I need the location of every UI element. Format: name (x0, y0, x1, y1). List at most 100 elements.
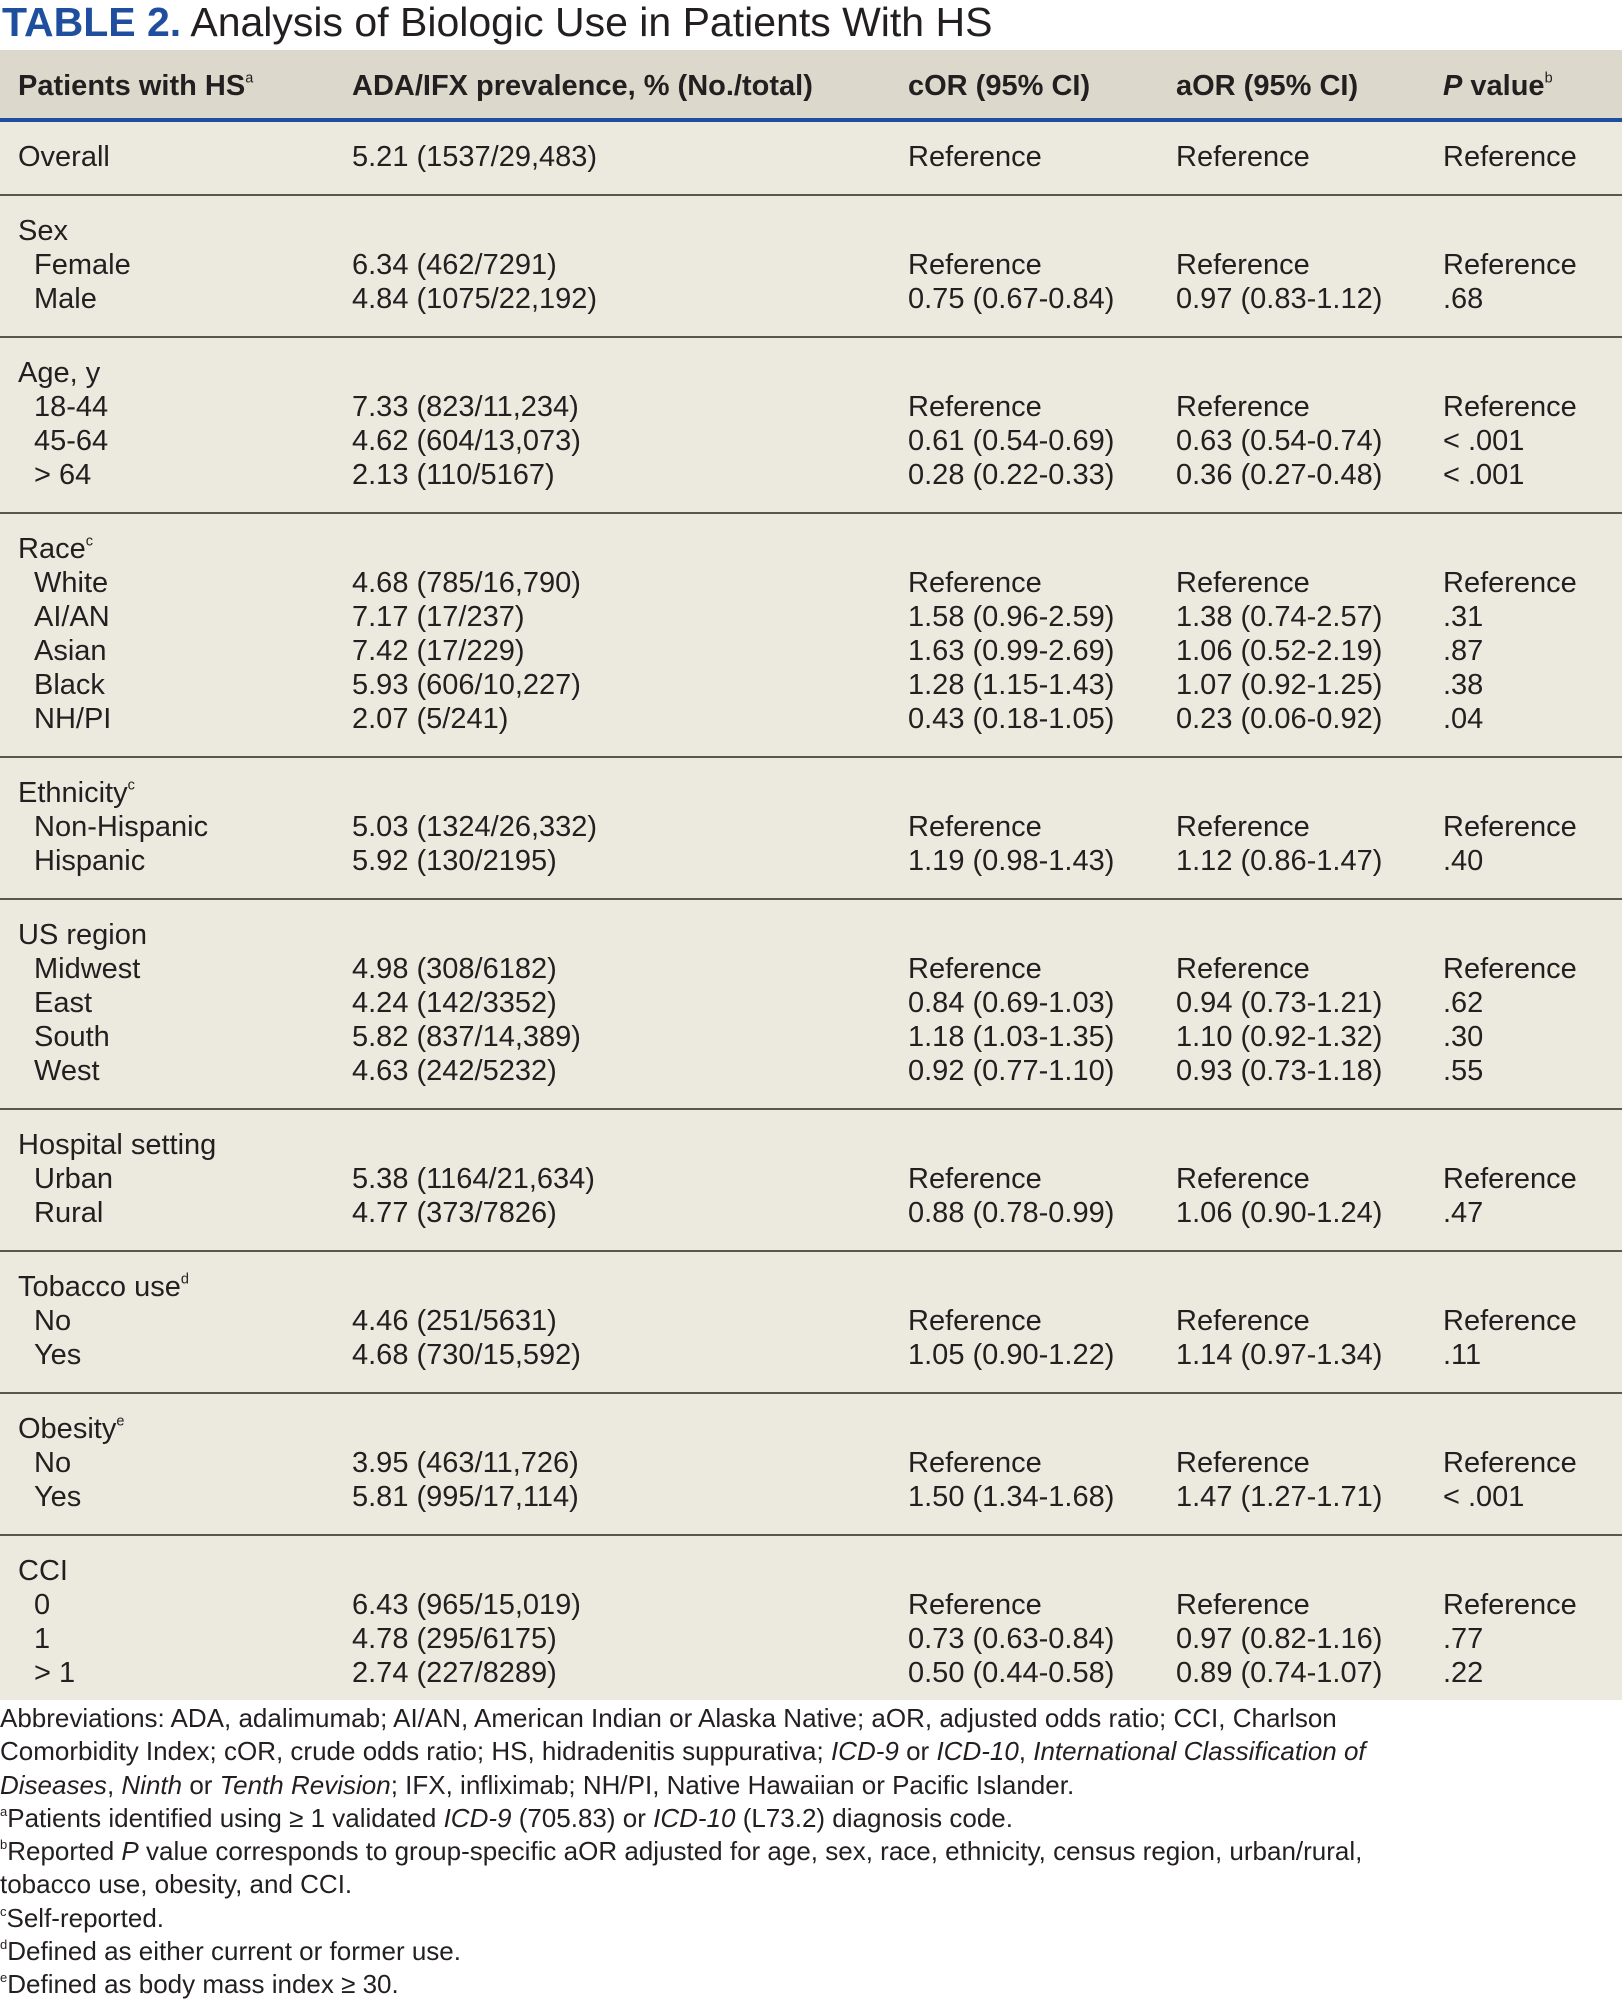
table-row: Non-Hispanic 5.03 (1324/26,332) Reference R… (0, 810, 1622, 844)
row-label: Non-Hispanic (34, 811, 209, 843)
row-label: No (34, 1447, 72, 1479)
row-label: Rural (34, 1197, 104, 1229)
footnote-b-line-2: tobacco use, obesity, and CCI. (0, 1868, 1622, 1901)
prevalence-cell: 5.21 (1537/29,483) (352, 141, 598, 173)
footnote-e: eDefined as body mass index ≥ 30. (0, 1968, 1622, 2001)
group-heading-text: CCI (18, 1555, 68, 1587)
group-heading-text: Hospital setting (18, 1129, 217, 1161)
p-value-cell: .87 (1443, 635, 1484, 667)
cor-cell: Reference (908, 141, 1042, 173)
p-value-cell: .31 (1443, 601, 1484, 633)
cor-cell: Reference (908, 953, 1042, 985)
table-row: Black 5.93 (606/10,227) 1.28 (1.15-1.43) 1.… (0, 668, 1622, 702)
group-heading-row: Ethnicityc (0, 776, 1622, 810)
aor-cell: 0.94 (0.73-1.21) (1176, 987, 1383, 1019)
cor-cell: 0.43 (0.18-1.05) (908, 703, 1115, 735)
row-label: East (34, 987, 93, 1019)
row-label: AI/AN (34, 601, 110, 633)
footnote-d: dDefined as either current or former use… (0, 1935, 1622, 1968)
row-label: Hispanic (34, 845, 146, 877)
footnote-b-text-3: value corresponds to group-specific aOR … (138, 1836, 1363, 1867)
table-row: Hispanic 5.92 (130/2195) 1.19 (0.98-1.43) 1… (0, 844, 1622, 878)
table-row: Midwest 4.98 (308/6182) Reference Reference… (0, 952, 1622, 986)
group-heading-sup: c (127, 777, 135, 794)
cor-cell: 0.73 (0.63-0.84) (908, 1623, 1115, 1655)
group-heading-text: Sex (18, 215, 68, 247)
group-heading: Ethnicityc (18, 776, 135, 810)
group-heading: Tobacco used (18, 1270, 189, 1304)
cor-cell: Reference (908, 1589, 1042, 1621)
aor-cell: Reference (1176, 811, 1310, 843)
row-label: NH/PI (34, 703, 112, 735)
group-heading-row: Age, y (0, 356, 1622, 390)
footnote-b-text-1: Reported (7, 1836, 122, 1867)
table-header-row: Patients with HSa ADA/IFX prevalence, % … (0, 50, 1622, 122)
footnote-a-mark: a (0, 1803, 8, 1819)
footnote-abbr-line-2: Comorbidity Index; cOR, crude odds ratio… (0, 1735, 1622, 1768)
row-label: Urban (34, 1163, 113, 1195)
aor-cell: 0.93 (0.73-1.18) (1176, 1055, 1383, 1087)
table-row: Female 6.34 (462/7291) Reference Reference R… (0, 248, 1622, 282)
abbr-text-2f: International Classification of (1033, 1736, 1366, 1767)
abbr-text-3a: Diseases (0, 1769, 107, 1800)
row-label: 0 (34, 1589, 51, 1621)
table-row: Male 4.84 (1075/22,192) 0.75 (0.67-0.84) 0.… (0, 282, 1622, 316)
group-heading-row: Hospital setting (0, 1128, 1622, 1162)
cor-cell: 1.18 (1.03-1.35) (908, 1021, 1115, 1053)
footnote-a-text-5: (L73.2) diagnosis code. (735, 1802, 1013, 1833)
abbr-text-3e: Tenth Revision (219, 1769, 391, 1800)
footnotes: Abbreviations: ADA, adalimumab; AI/AN, A… (0, 1702, 1622, 2002)
aor-cell: Reference (1176, 1589, 1310, 1621)
footnote-abbr-line-1: Abbreviations: ADA, adalimumab; AI/AN, A… (0, 1702, 1622, 1735)
header-patients: Patients with HSa (18, 50, 253, 118)
table-row: > 1 2.74 (227/8289) 0.50 (0.44-0.58) 0.89 (… (0, 1656, 1622, 1690)
cor-cell: 0.61 (0.54-0.69) (908, 425, 1115, 457)
prevalence-cell: 4.68 (730/15,592) (352, 1339, 581, 1371)
group-heading-row: CCI (0, 1554, 1622, 1588)
abbr-text-2d: ICD-10 (936, 1736, 1019, 1767)
cor-cell: Reference (908, 1447, 1042, 1479)
prevalence-cell: 3.95 (463/11,726) (352, 1447, 579, 1479)
p-value-cell: .04 (1443, 703, 1484, 735)
cor-cell: 1.19 (0.98-1.43) (908, 845, 1115, 877)
cor-cell: 0.92 (0.77-1.10) (908, 1055, 1115, 1087)
prevalence-cell: 5.82 (837/14,389) (352, 1021, 581, 1053)
cor-cell: Reference (908, 1163, 1042, 1195)
p-value-cell: Reference (1443, 811, 1577, 843)
header-patients-sup: a (245, 70, 254, 87)
row-label: Female (34, 249, 131, 281)
group-heading-row: Sex (0, 214, 1622, 248)
header-cor: cOR (95% CI) (908, 70, 1091, 102)
group-heading-text: Age, y (18, 357, 101, 389)
prevalence-cell: 2.74 (227/8289) (352, 1657, 557, 1689)
prevalence-cell: 5.03 (1324/26,332) (352, 811, 598, 843)
aor-cell: Reference (1176, 567, 1310, 599)
group-heading-row: Obesitye (0, 1412, 1622, 1446)
row-group: Racec White 4.68 (785/16,790) Reference Refe… (0, 514, 1622, 758)
prevalence-cell: 4.68 (785/16,790) (352, 567, 581, 599)
p-value-cell: Reference (1443, 391, 1577, 423)
p-value-cell: .11 (1443, 1339, 1482, 1371)
row-label: White (34, 567, 109, 599)
table-row: South 5.82 (837/14,389) 1.18 (1.03-1.35) 1.… (0, 1020, 1622, 1054)
cor-cell: Reference (908, 1305, 1042, 1337)
p-value-cell: Reference (1443, 1447, 1577, 1479)
p-value-cell: < .001 (1443, 425, 1525, 457)
footnote-d-text: Defined as either current or former use. (7, 1936, 461, 1967)
cor-cell: 1.58 (0.96-2.59) (908, 601, 1115, 633)
prevalence-cell: 7.42 (17/229) (352, 635, 525, 667)
p-value-cell: .22 (1443, 1657, 1484, 1689)
p-value-cell: .62 (1443, 987, 1484, 1019)
footnote-a-text-4: ICD-10 (653, 1802, 736, 1833)
aor-cell: 0.63 (0.54-0.74) (1176, 425, 1383, 457)
prevalence-cell: 4.77 (373/7826) (352, 1197, 557, 1229)
prevalence-cell: 2.07 (5/241) (352, 703, 509, 735)
table-row: East 4.24 (142/3352) 0.84 (0.69-1.03) 0.94 … (0, 986, 1622, 1020)
row-label: 45-64 (34, 425, 109, 457)
aor-cell: Reference (1176, 1163, 1310, 1195)
cor-cell: 1.63 (0.99-2.69) (908, 635, 1115, 667)
group-heading-text: Tobacco use (18, 1271, 181, 1303)
row-group: Ethnicityc Non-Hispanic 5.03 (1324/26,332)… (0, 758, 1622, 900)
row-label: Black (34, 669, 105, 701)
